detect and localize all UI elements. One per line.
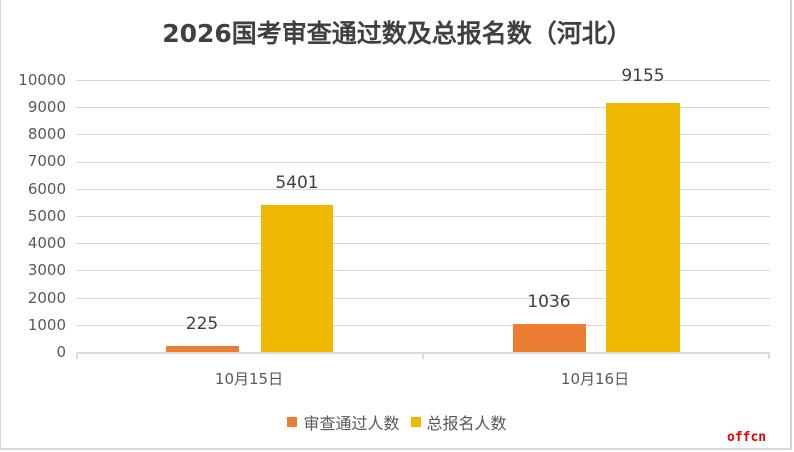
data-label: 9155 [621, 66, 665, 86]
y-tick-label: 5000 [27, 207, 66, 225]
y-tick-label: 9000 [27, 98, 66, 116]
x-category-label: 10月16日 [560, 370, 630, 388]
y-tick-label: 7000 [27, 152, 66, 170]
y-tick-label: 1000 [27, 316, 66, 334]
gridline [76, 134, 770, 135]
gridline [76, 107, 770, 108]
x-axis-tick [768, 352, 770, 359]
legend: 审查通过人数 总报名人数 [0, 410, 794, 434]
gridline [76, 189, 770, 190]
y-tick-label: 4000 [27, 234, 66, 252]
legend-label: 审查通过人数 [303, 414, 400, 433]
legend-item-approved[interactable]: 审查通过人数 [287, 410, 399, 434]
x-axis-tick [76, 352, 78, 359]
x-category-label: 10月15日 [214, 370, 284, 388]
gridline [76, 325, 770, 326]
legend-swatch-icon [287, 417, 298, 427]
gridline [76, 270, 770, 271]
legend-swatch-icon [410, 417, 421, 427]
y-tick-label: 8000 [27, 125, 66, 143]
data-label: 1036 [527, 292, 571, 312]
gridline [76, 162, 770, 163]
gridline [76, 298, 770, 299]
bar-total-oct15[interactable] [261, 205, 333, 352]
gridline [76, 243, 770, 244]
chart-title: 2026国考审查通过数及总报名数（河北） [162, 19, 632, 48]
legend-label: 总报名人数 [426, 414, 507, 433]
bar-approved-oct16[interactable] [513, 324, 586, 352]
y-tick-label: 6000 [27, 180, 66, 198]
y-tick-label: 2000 [27, 289, 66, 307]
x-axis-tick [422, 352, 424, 359]
watermark: offcn [727, 430, 767, 445]
y-tick-label: 3000 [27, 261, 66, 279]
data-label: 5401 [275, 173, 319, 193]
gridline [76, 80, 770, 81]
data-label: 225 [185, 314, 219, 334]
gridline [76, 216, 770, 217]
bar-approved-oct15[interactable] [166, 346, 239, 352]
legend-item-total[interactable]: 总报名人数 [410, 410, 507, 434]
y-tick-label: 0 [56, 343, 66, 361]
y-tick-label: 10000 [18, 71, 66, 89]
bar-total-oct16[interactable] [606, 103, 680, 352]
plot-area: 225 5401 1036 9155 [76, 66, 770, 359]
